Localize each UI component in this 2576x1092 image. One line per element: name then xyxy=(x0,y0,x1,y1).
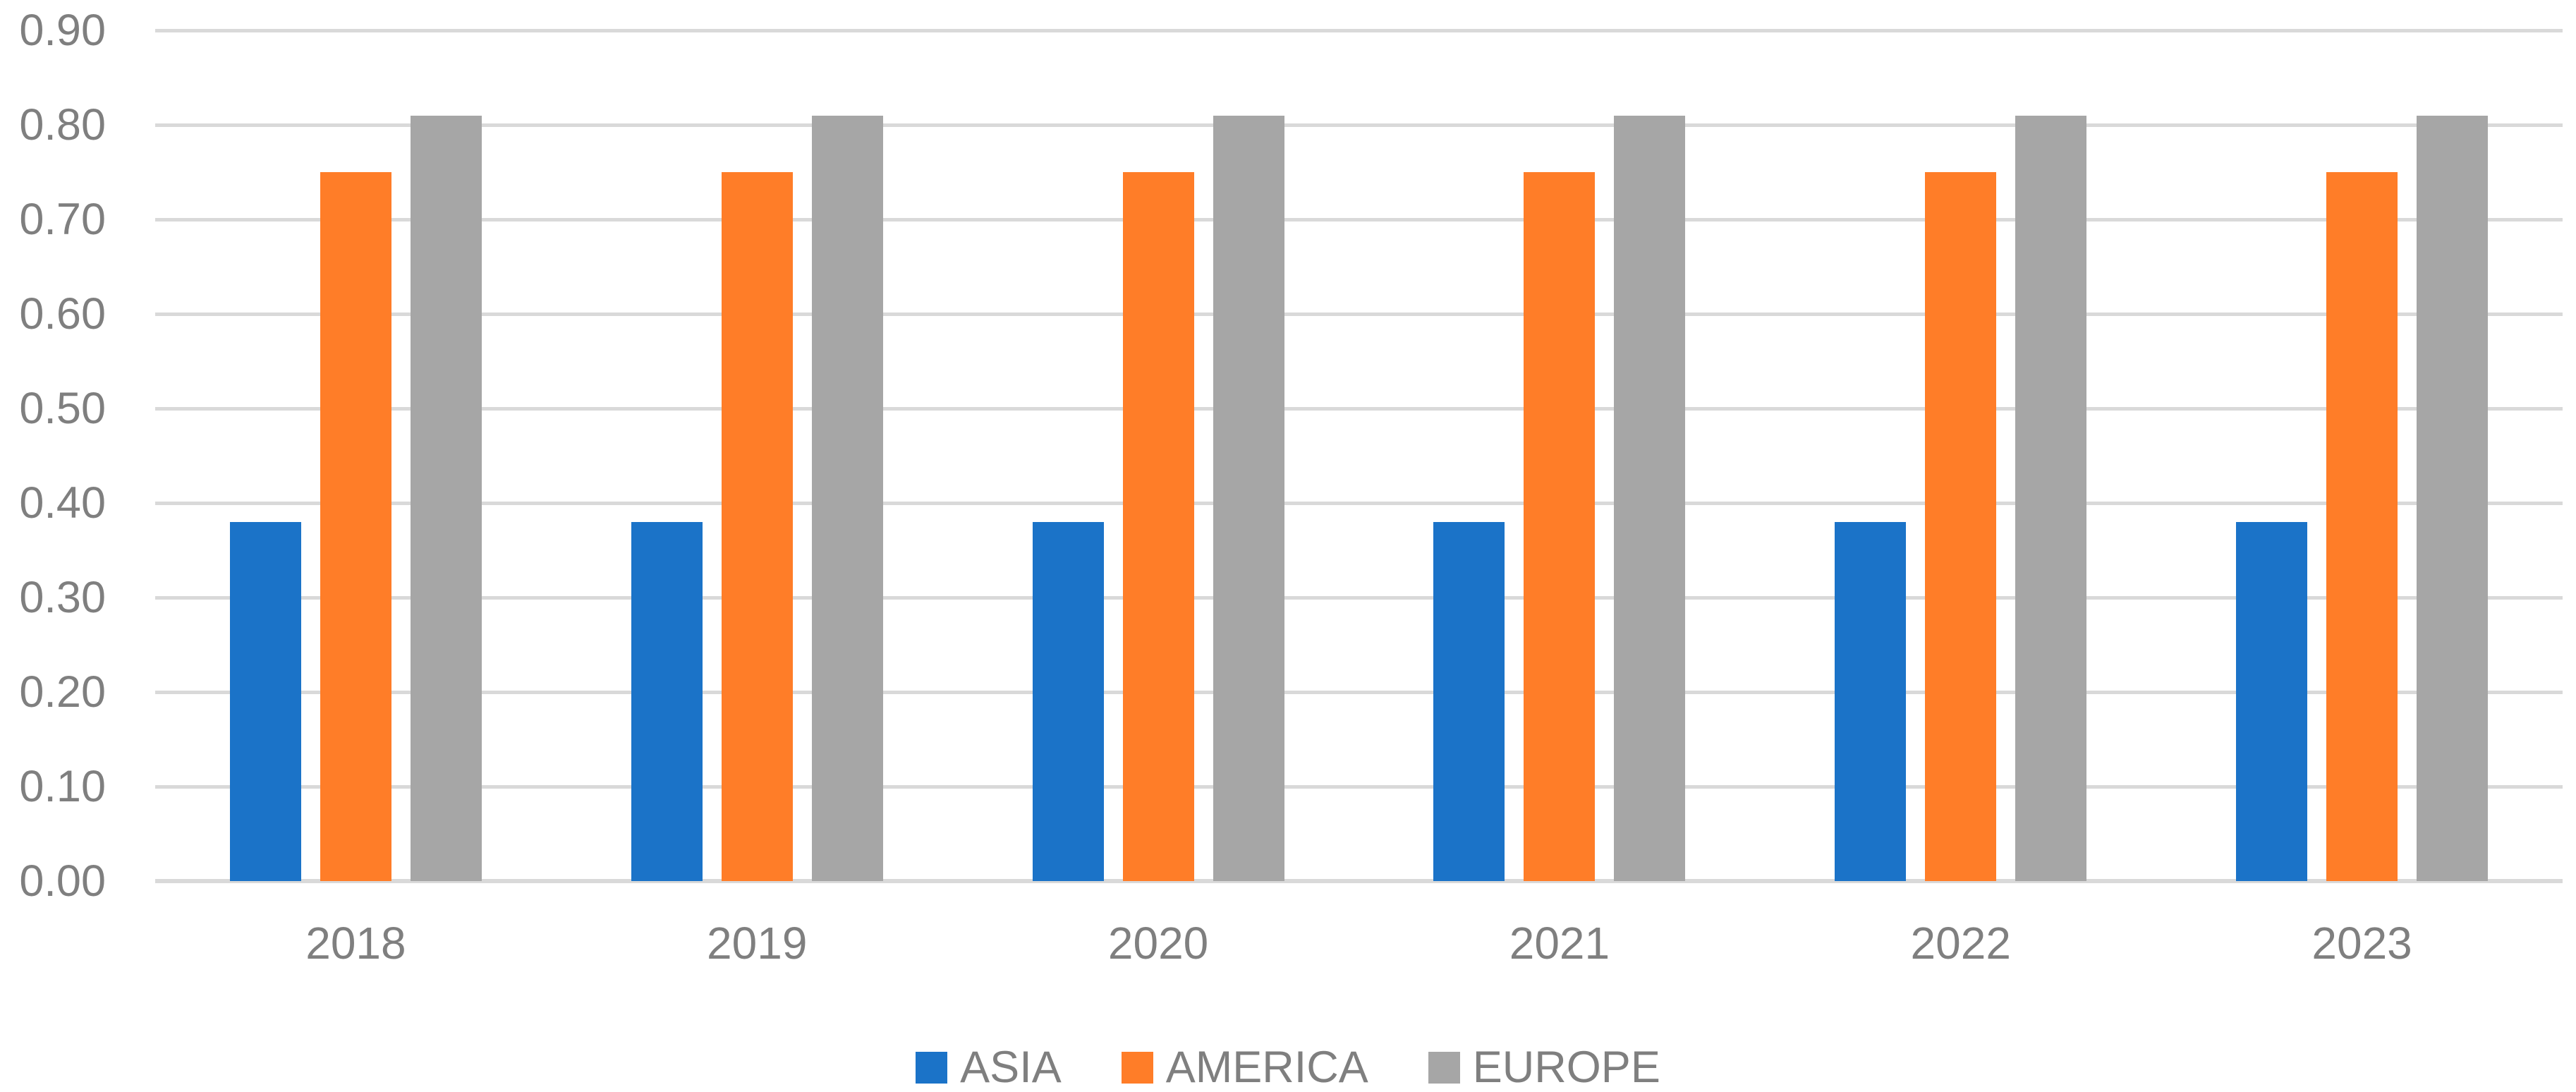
legend-item-asia: ASIA xyxy=(916,1045,1062,1090)
bar-group-2023 xyxy=(2161,30,2563,881)
bar-europe-2020 xyxy=(1213,115,1284,881)
gridline-0.10 xyxy=(155,784,2563,789)
bar-america-2018 xyxy=(320,172,391,881)
bar-group-2021 xyxy=(1359,30,1761,881)
gridline-0.70 xyxy=(155,217,2563,222)
x-axis-label-2020: 2020 xyxy=(1107,918,1209,969)
y-axis-tick-label-0.40: 0.40 xyxy=(19,478,106,528)
bar-group-2018 xyxy=(155,30,557,881)
y-axis-tick-label-0.50: 0.50 xyxy=(19,383,106,433)
bar-asia-2020 xyxy=(1032,521,1104,881)
y-axis-tick-label-0.10: 0.10 xyxy=(19,761,106,811)
x-axis-label-2018: 2018 xyxy=(305,918,406,969)
bar-group-2022 xyxy=(1760,30,2161,881)
gridline-0.40 xyxy=(155,501,2563,505)
bar-europe-2021 xyxy=(1614,115,1686,881)
legend-swatch-america xyxy=(1121,1052,1153,1084)
bar-america-2023 xyxy=(2326,172,2398,881)
bar-asia-2021 xyxy=(1433,521,1505,881)
bar-europe-2023 xyxy=(2417,115,2489,881)
bar-group-2020 xyxy=(958,30,1359,881)
bar-america-2022 xyxy=(1925,172,1997,881)
legend-label-europe: EUROPE xyxy=(1472,1043,1660,1092)
y-axis-tick-label-0.30: 0.30 xyxy=(19,572,106,622)
bar-america-2019 xyxy=(721,172,793,881)
x-axis-label-2021: 2021 xyxy=(1509,918,1610,969)
plot-area xyxy=(155,28,2563,883)
legend-label-america: AMERICA xyxy=(1165,1043,1368,1092)
legend-item-america: AMERICA xyxy=(1121,1043,1368,1092)
x-axis-label-2019: 2019 xyxy=(707,918,808,969)
legend-label-asia: ASIA xyxy=(960,1043,1062,1092)
x-axis-label-2022: 2022 xyxy=(1910,918,2011,969)
gridline-0.00 xyxy=(155,879,2563,883)
bar-europe-2018 xyxy=(410,115,482,881)
bar-america-2021 xyxy=(1524,172,1596,881)
gridline-0.90 xyxy=(155,28,2563,32)
gridline-0.30 xyxy=(155,595,2563,600)
y-axis-tick-label-0.20: 0.20 xyxy=(19,667,106,717)
gridline-0.80 xyxy=(155,123,2563,127)
legend-item-europe: EUROPE xyxy=(1428,1045,1660,1090)
y-axis-tick-label-0.60: 0.60 xyxy=(19,289,106,339)
gridline-0.20 xyxy=(155,690,2563,694)
gridline-0.60 xyxy=(155,312,2563,316)
x-axis-label-2023: 2023 xyxy=(2311,918,2412,969)
bar-asia-2023 xyxy=(2236,521,2308,881)
legend-swatch-asia xyxy=(916,1052,948,1084)
legend: ASIA AMERICA EUROPE xyxy=(0,1045,2576,1090)
bar-america-2020 xyxy=(1122,172,1194,881)
bar-europe-2022 xyxy=(2015,115,2087,881)
bar-europe-2019 xyxy=(811,115,883,881)
legend-swatch-europe xyxy=(1428,1052,1460,1084)
gridline-0.50 xyxy=(155,406,2563,411)
y-axis-tick-label-0.90: 0.90 xyxy=(19,5,106,55)
bar-asia-2018 xyxy=(229,521,301,881)
bar-asia-2022 xyxy=(1835,521,1907,881)
bar-asia-2019 xyxy=(631,521,703,881)
y-axis-tick-label-0.00: 0.00 xyxy=(19,856,106,906)
bar-group-2019 xyxy=(557,30,958,881)
y-axis-tick-label-0.70: 0.70 xyxy=(19,194,106,244)
y-axis-tick-label-0.80: 0.80 xyxy=(19,99,106,150)
